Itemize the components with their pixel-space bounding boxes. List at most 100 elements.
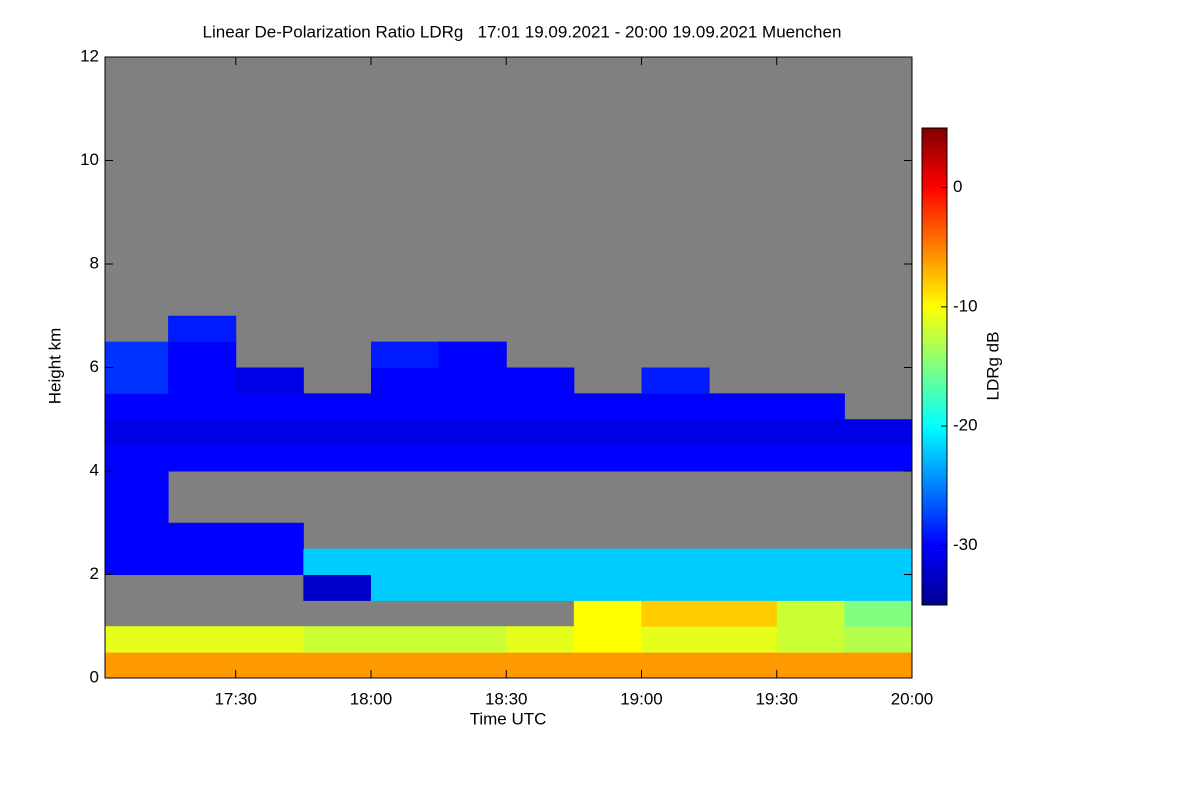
heatmap-cell xyxy=(235,548,304,575)
heatmap-cell xyxy=(641,548,710,575)
heatmap-cell xyxy=(168,445,237,472)
heatmap-cell xyxy=(168,341,237,368)
colorbar-label: LDRg dB xyxy=(983,332,1002,401)
heatmap-cell xyxy=(641,367,710,394)
heatmap-cell xyxy=(370,574,440,601)
heatmap-cell xyxy=(709,548,778,575)
heatmap-cell xyxy=(641,393,710,420)
heatmap-cell xyxy=(370,393,440,420)
heatmap-cell xyxy=(168,393,237,420)
y-tick-label: 2 xyxy=(90,564,99,583)
x-tick-label: 18:30 xyxy=(485,689,528,708)
heatmap-cell xyxy=(641,445,710,472)
heatmap-cell xyxy=(709,445,778,472)
heatmap-cell xyxy=(303,548,372,575)
heatmap-cell xyxy=(370,626,440,653)
heatmap-cell xyxy=(105,548,169,575)
heatmap-cell xyxy=(438,367,507,394)
x-tick-label: 19:00 xyxy=(620,689,663,708)
heatmap-cell xyxy=(370,419,440,446)
heatmap-cell xyxy=(303,626,372,653)
heatmap-cell xyxy=(303,393,372,420)
heatmap-cell xyxy=(235,367,304,394)
heatmap-cell xyxy=(105,626,169,653)
colorbar-tick-label: -10 xyxy=(953,296,978,315)
x-tick-label: 19:30 xyxy=(755,689,798,708)
heatmap-cell xyxy=(168,522,237,550)
colorbar-tick-label: -20 xyxy=(953,416,978,435)
heatmap-cell xyxy=(235,652,304,679)
heatmap-cell xyxy=(235,393,304,420)
heatmap-cell xyxy=(776,445,845,472)
heatmap-cell xyxy=(844,626,913,653)
heatmap-cell xyxy=(709,393,778,420)
heatmap-cell xyxy=(776,419,845,446)
heatmap-cell xyxy=(844,445,913,472)
heatmap-cell xyxy=(506,367,575,394)
colorbar xyxy=(921,127,948,606)
heatmap-cell xyxy=(844,600,913,627)
heatmap-cell xyxy=(844,548,913,575)
heatmap-cell xyxy=(168,367,237,394)
x-tick-label: 18:00 xyxy=(350,689,393,708)
y-tick-label: 0 xyxy=(90,667,99,686)
heatmap-cell xyxy=(235,626,304,653)
heatmap-cell xyxy=(573,626,642,653)
heatmap-cell xyxy=(303,574,372,601)
heatmap-cell xyxy=(573,600,642,627)
heatmap-cell xyxy=(641,419,710,446)
heatmap-cell xyxy=(709,419,778,446)
x-tick-label: 17:30 xyxy=(214,689,257,708)
heatmap-cell xyxy=(235,419,304,446)
heatmap-cell xyxy=(438,574,507,601)
heatmap-cell xyxy=(776,548,845,575)
heatmap-cell xyxy=(303,419,372,446)
y-tick-label: 10 xyxy=(80,150,99,169)
heatmap-cell xyxy=(709,600,778,627)
x-tick-label: 20:00 xyxy=(891,689,934,708)
heatmap-cell xyxy=(506,393,575,420)
heatmap-cell xyxy=(438,652,507,679)
heatmap-cell xyxy=(105,367,169,394)
heatmap-cell xyxy=(303,652,372,679)
heatmap-cell xyxy=(506,574,575,601)
heatmap-cell xyxy=(438,548,507,575)
heatmap-cell xyxy=(438,393,507,420)
heatmap-cell xyxy=(168,419,237,446)
heatmap-cell xyxy=(641,652,710,679)
y-tick-label: 12 xyxy=(80,46,99,65)
heatmap-cell xyxy=(573,393,642,420)
heatmap-cell xyxy=(370,367,440,394)
heatmap-cell xyxy=(168,652,237,679)
colorbar-tick-label: 0 xyxy=(953,177,962,196)
heatmap-cell xyxy=(844,652,913,679)
heatmap-cell xyxy=(438,341,507,368)
heatmap-cell xyxy=(105,471,169,498)
heatmap-cell xyxy=(776,626,845,653)
heatmap-cell xyxy=(168,315,237,343)
heatmap-cell xyxy=(844,419,913,446)
heatmap-cell xyxy=(105,393,169,420)
heatmap-cell xyxy=(776,600,845,627)
heatmap-cell xyxy=(105,419,169,446)
x-axis-label: Time UTC xyxy=(470,709,547,728)
heatmap-cell xyxy=(709,652,778,679)
heatmap-cell xyxy=(776,652,845,679)
y-tick-label: 6 xyxy=(90,357,99,376)
heatmap-cell xyxy=(776,393,845,420)
heatmap-cell xyxy=(303,445,372,472)
heatmap-cell xyxy=(438,419,507,446)
heatmap-cell xyxy=(709,626,778,653)
heatmap-cell xyxy=(370,341,440,368)
heatmap-cell xyxy=(168,548,237,575)
plot-area xyxy=(105,57,913,679)
heatmap-cell xyxy=(573,652,642,679)
heatmap-cell xyxy=(506,548,575,575)
heatmap-cell xyxy=(641,626,710,653)
heatmap-cell xyxy=(573,574,642,601)
heatmap-cell xyxy=(641,600,710,627)
heatmap-cell xyxy=(506,445,575,472)
heatmap-cell xyxy=(573,445,642,472)
heatmap-cell xyxy=(235,522,304,550)
